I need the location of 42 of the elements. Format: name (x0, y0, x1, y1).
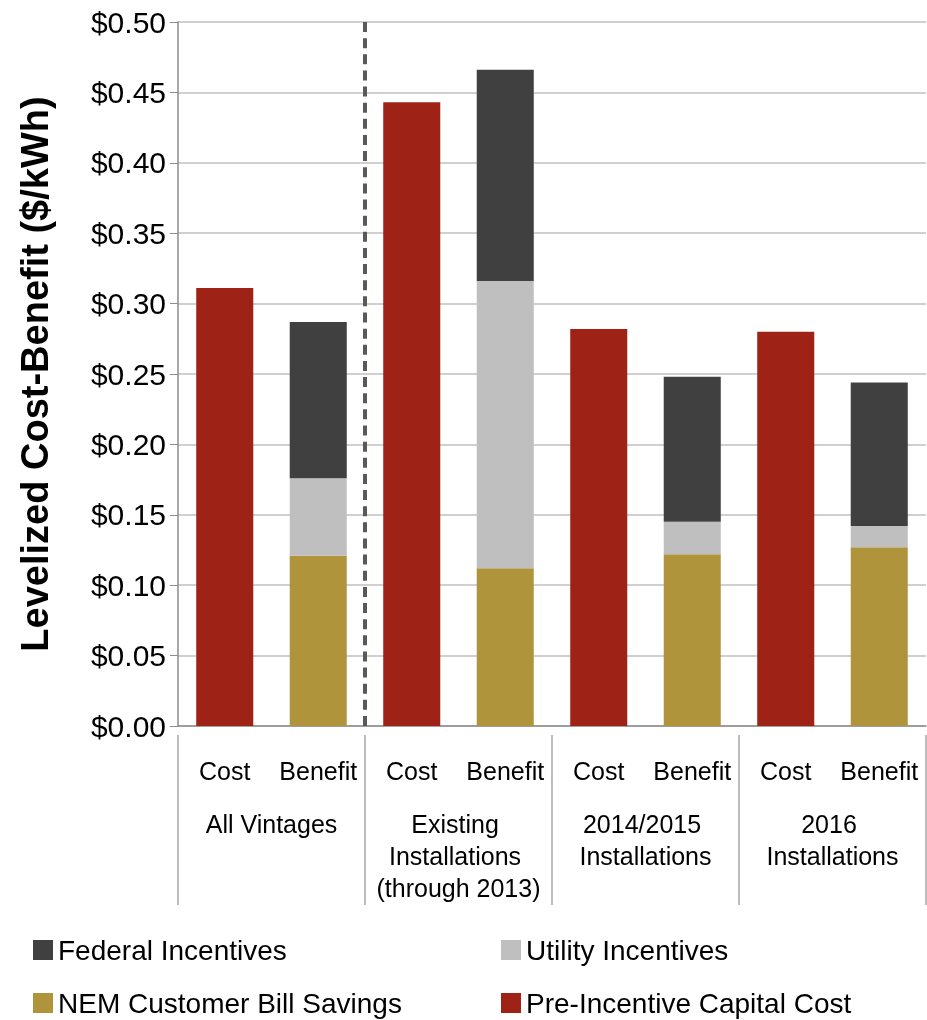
bar (289, 321, 347, 479)
y-tick-label: $0.40 (90, 146, 166, 180)
text: 2016 Installations (766, 810, 899, 870)
x-tick-label: Cost (573, 756, 625, 785)
legend-label: NEM Customer Bill Savings (58, 987, 402, 1019)
y-tick-label: $0.15 (90, 498, 166, 532)
bar (850, 547, 908, 726)
x-tick-label: Cost (199, 756, 251, 785)
text: 2014/2015 Installations (579, 810, 712, 870)
y-tick-label: $0.45 (90, 75, 166, 109)
legend-label: Federal Incentives (58, 934, 287, 966)
bar (757, 331, 815, 726)
y-axis-title: Levelized Cost-Benefit ($/kWh) (14, 96, 56, 652)
y-tick-label: $0.05 (90, 639, 166, 673)
bar (476, 69, 534, 282)
x-tick-label: Cost (386, 756, 438, 785)
text: All Vintages (205, 810, 338, 838)
bar (196, 288, 254, 726)
legend-label: Utility Incentives (526, 934, 729, 966)
y-tick-label: $0.20 (90, 427, 166, 461)
y-tick-label: $0.00 (90, 709, 166, 743)
bar (663, 554, 721, 726)
x-tick-label: Benefit (653, 756, 732, 785)
x-tick-label: Benefit (840, 756, 919, 785)
y-tick-label: $0.35 (90, 216, 166, 250)
y-tick-label: $0.30 (90, 287, 166, 321)
y-tick-label: $0.25 (90, 357, 166, 391)
bar (570, 328, 628, 726)
x-tick-label: Benefit (466, 756, 545, 785)
text: Existing Installations (through 2013) (376, 810, 541, 902)
bar (663, 521, 721, 555)
bar (850, 526, 908, 548)
bar (289, 555, 347, 726)
y-tick-label: $0.50 (90, 5, 166, 39)
legend-label: Pre-Incentive Capital Cost (526, 987, 852, 1019)
bar (663, 376, 721, 522)
bar (850, 382, 908, 527)
x-tick-label: Cost (760, 756, 812, 785)
y-tick-label: $0.10 (90, 568, 166, 602)
bar (476, 568, 534, 726)
bar (383, 102, 441, 726)
x-tick-label: Benefit (279, 756, 358, 785)
